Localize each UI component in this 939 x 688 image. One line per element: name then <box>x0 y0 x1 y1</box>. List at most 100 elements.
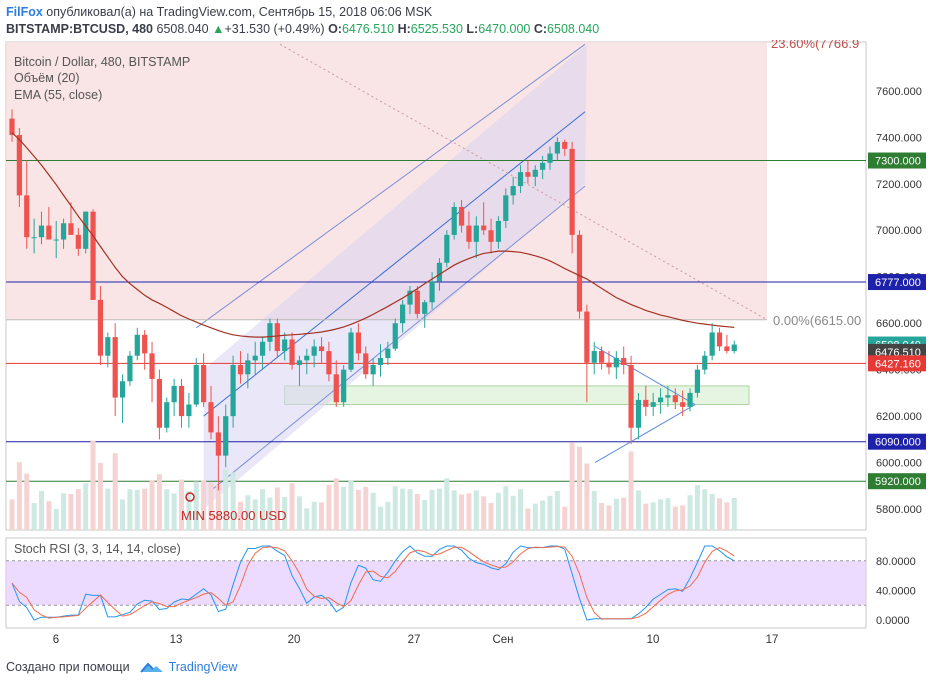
candle <box>724 346 730 352</box>
candle <box>16 134 22 196</box>
candle <box>687 392 693 407</box>
stoch-d-line <box>11 546 735 620</box>
candle <box>606 362 612 368</box>
x-tick-label: 10 <box>647 634 660 646</box>
volume-bar <box>156 474 162 530</box>
volume-bar <box>731 497 737 530</box>
candle <box>429 281 435 303</box>
candle <box>245 360 251 375</box>
candle <box>422 302 428 314</box>
stoch-tick-label: 80.0000 <box>876 556 916 568</box>
volume-bar <box>532 503 538 530</box>
volume-bar <box>495 492 501 530</box>
candle <box>333 374 339 403</box>
candle <box>267 323 273 342</box>
volume-bar <box>694 485 700 530</box>
candle <box>576 234 583 312</box>
candle <box>156 378 162 428</box>
candle <box>562 141 568 149</box>
candle <box>68 223 74 235</box>
author-name[interactable]: FilFox <box>6 5 43 19</box>
up-arrow-icon: ▲ <box>212 22 225 36</box>
candle <box>38 225 45 238</box>
created-with-text: Создано при помощи <box>6 660 130 674</box>
min-marker <box>185 492 195 502</box>
candle <box>643 399 649 407</box>
candle <box>628 365 634 428</box>
triangle-top <box>594 345 696 405</box>
tradingview-link[interactable]: TradingView <box>168 660 238 674</box>
publication-line: FilFox опубликовал(а) на TradingView.com… <box>6 5 432 19</box>
volume-bar <box>459 494 465 530</box>
candle <box>680 402 686 407</box>
volume-bar <box>724 502 730 530</box>
candle <box>540 162 546 170</box>
x-tick-label: 17 <box>766 634 779 646</box>
candle <box>547 153 553 163</box>
volume-bar <box>193 481 199 530</box>
volume-bar <box>105 488 111 530</box>
price-chart[interactable]: 5800.0006000.0006200.0006400.0006600.000… <box>0 40 939 650</box>
volume-bar <box>599 503 605 530</box>
candle <box>414 290 420 314</box>
candle <box>702 355 708 370</box>
price-tag-label: 5920.000 <box>875 476 921 488</box>
tradingview-logo-icon[interactable] <box>139 660 164 674</box>
candle <box>105 337 111 356</box>
y-tick-label: 7600.000 <box>876 86 922 98</box>
candle <box>274 323 280 352</box>
volume-bar <box>112 453 118 530</box>
volume-bar <box>709 494 715 530</box>
volume-bar <box>90 440 96 530</box>
candle <box>731 344 737 352</box>
candle <box>584 311 590 363</box>
volume-bar <box>274 487 280 530</box>
candle <box>510 186 516 196</box>
volume-bar <box>333 478 339 530</box>
candle <box>46 225 52 240</box>
candle <box>9 118 15 135</box>
volume-bar <box>223 469 229 530</box>
volume-bar <box>289 483 295 530</box>
candle <box>392 323 398 349</box>
candle <box>53 239 59 241</box>
price-tag <box>868 355 926 372</box>
candle <box>458 206 465 226</box>
y-tick-label: 6000.000 <box>876 458 922 470</box>
candle <box>665 395 671 398</box>
close-value: 6508.040 <box>547 22 600 36</box>
candle <box>495 220 502 242</box>
candle <box>223 416 229 456</box>
volume-bar <box>436 488 442 530</box>
candle <box>230 365 236 417</box>
close-key: C: <box>533 22 548 36</box>
volume-bar <box>171 493 177 530</box>
symbol-label: BITSTAMP:BTCUSD, 480 <box>6 22 154 36</box>
volume-bar <box>341 486 347 530</box>
x-tick-label: 20 <box>288 634 301 646</box>
volume-bar <box>422 500 428 530</box>
volume-bar <box>547 495 553 530</box>
candle <box>31 237 37 239</box>
candle <box>591 351 597 363</box>
volume-bar <box>237 501 243 530</box>
high-value: 6525.530 <box>410 22 463 36</box>
chart-title: Bitcoin / Dollar, 480, BITSTAMP <box>14 55 190 69</box>
candle <box>569 148 575 235</box>
volume-bar <box>134 489 140 530</box>
candle <box>201 365 207 403</box>
volume-bar <box>591 491 597 530</box>
price-tag-label: 6777.000 <box>875 277 921 289</box>
published-text: опубликовал(а) на TradingView.com, Сентя… <box>46 5 433 19</box>
volume-bar <box>392 486 398 530</box>
candle <box>481 225 487 231</box>
price-tag <box>868 433 926 450</box>
y-tick-label: 7200.000 <box>876 179 922 191</box>
volume-bar <box>702 489 708 530</box>
candle <box>237 365 244 375</box>
candle <box>444 234 450 263</box>
volume-bar <box>355 489 361 530</box>
volume-bar <box>606 505 612 530</box>
volume-bar <box>444 478 450 530</box>
volume-bar <box>208 482 214 530</box>
